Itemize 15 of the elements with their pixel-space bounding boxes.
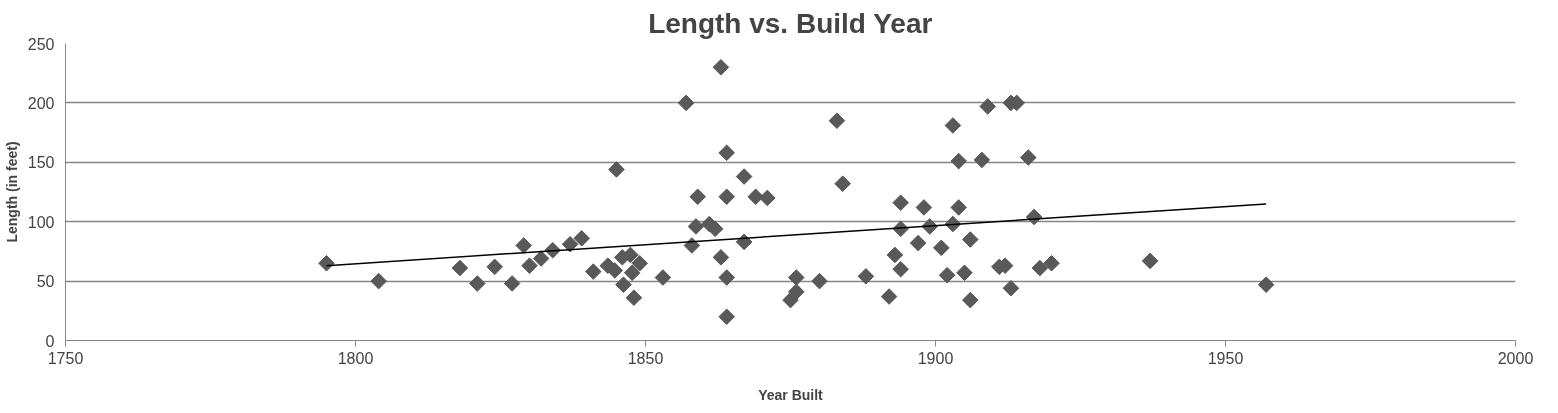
y-tick-label: 200: [27, 94, 55, 112]
y-tick-label: 250: [27, 35, 55, 53]
x-tick-label: 1750: [47, 349, 84, 367]
x-tick-label: 1950: [1207, 349, 1244, 367]
x-tick-label: 1850: [627, 349, 664, 367]
y-tick-label: 50: [36, 273, 55, 291]
x-axis-title: Year Built: [758, 386, 824, 403]
x-tick-label: 2000: [1497, 349, 1534, 367]
y-tick-label: 100: [27, 213, 55, 231]
y-tick-label: 150: [27, 154, 55, 172]
y-tick-label: 0: [45, 332, 55, 350]
chart-title: Length vs. Build Year: [648, 7, 933, 39]
y-axis-title: Length (in feet): [3, 141, 20, 243]
x-tick-label: 1800: [337, 349, 374, 367]
x-tick-label: 1900: [917, 349, 954, 367]
